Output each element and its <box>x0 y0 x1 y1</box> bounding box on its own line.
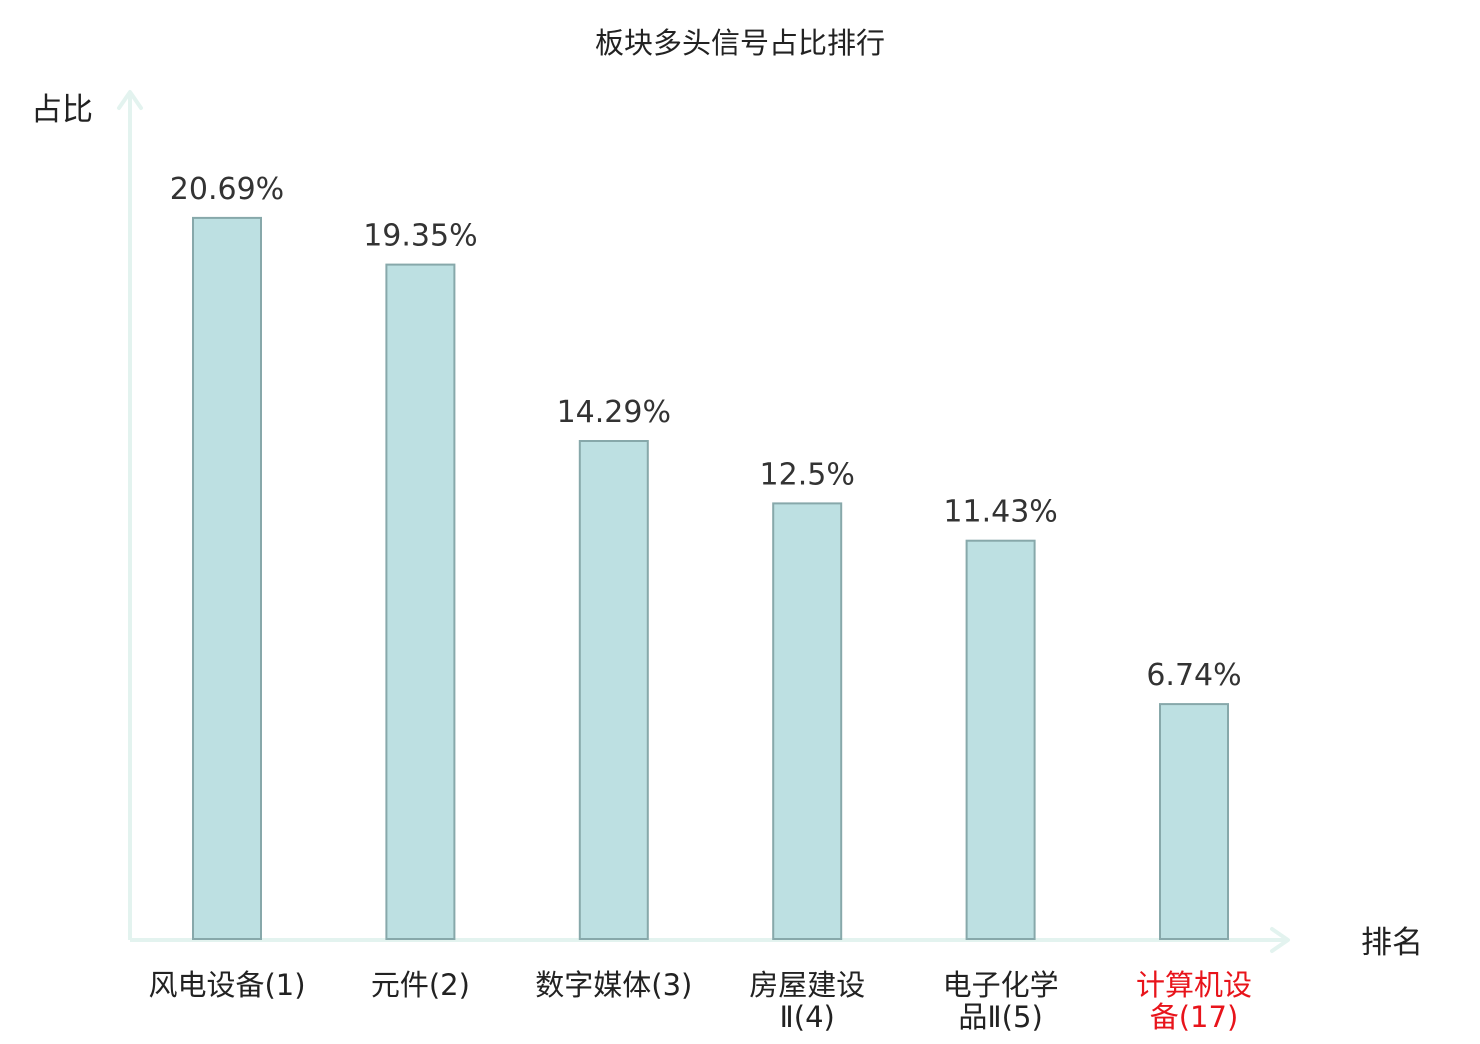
x-axis-arrow <box>1270 927 1290 953</box>
value-labels: 20.69% 19.35% 14.29% 12.5% 11.43% 6.74% <box>170 172 1242 693</box>
x-tick-label: 元件(2) <box>371 968 470 1002</box>
x-tick-label-line: 数字媒体(3) <box>535 968 692 1002</box>
bar <box>578 440 649 940</box>
bar-value-label: 11.43% <box>943 495 1057 530</box>
x-tick-label: 风电设备(1) <box>148 968 305 1002</box>
x-tick-label-line: 元件(2) <box>371 968 470 1002</box>
bars <box>192 216 1229 941</box>
bar <box>385 263 456 941</box>
x-tick-label-line: Ⅱ(4) <box>780 1000 835 1034</box>
bar <box>1159 703 1229 940</box>
x-tick-label-line: 房屋建设 <box>749 968 865 1002</box>
bar <box>192 216 262 940</box>
x-axis-label: 排名 <box>1361 925 1423 961</box>
axes <box>117 90 1290 953</box>
bar-value-label: 19.35% <box>363 219 477 254</box>
bar-value-label: 6.74% <box>1146 658 1241 693</box>
x-tick-label: 房屋建设 Ⅱ(4) <box>749 968 865 1034</box>
x-tick-labels: 风电设备(1) 元件(2) 数字媒体(3) 房屋建设 Ⅱ(4) 电子化学品Ⅱ(5) 计算机设… <box>148 968 1252 1034</box>
bar-value-label: 20.69% <box>170 172 284 207</box>
chart-title: 板块多头信号占比排行 <box>595 26 885 60</box>
x-tick-label-line: 计算机设 <box>1136 968 1252 1002</box>
x-tick-label-line: 品Ⅱ(5) <box>958 1000 1042 1034</box>
x-tick-label-line: 电子化学 <box>943 968 1059 1002</box>
bar-value-label: 14.29% <box>557 395 671 430</box>
bar-value-label: 12.5% <box>760 457 855 492</box>
y-axis-label: 占比 <box>31 92 93 128</box>
bar <box>965 539 1036 940</box>
bar <box>772 502 843 940</box>
x-tick-label-line: 备(17) <box>1150 1000 1239 1034</box>
x-tick-label: 电子化学品Ⅱ(5) <box>943 968 1059 1034</box>
y-axis-arrow <box>117 90 143 110</box>
x-tick-label: 计算机设备(17) <box>1136 968 1252 1034</box>
x-tick-label-line: 风电设备(1) <box>148 968 305 1002</box>
x-tick-label: 数字媒体(3) <box>535 968 692 1002</box>
